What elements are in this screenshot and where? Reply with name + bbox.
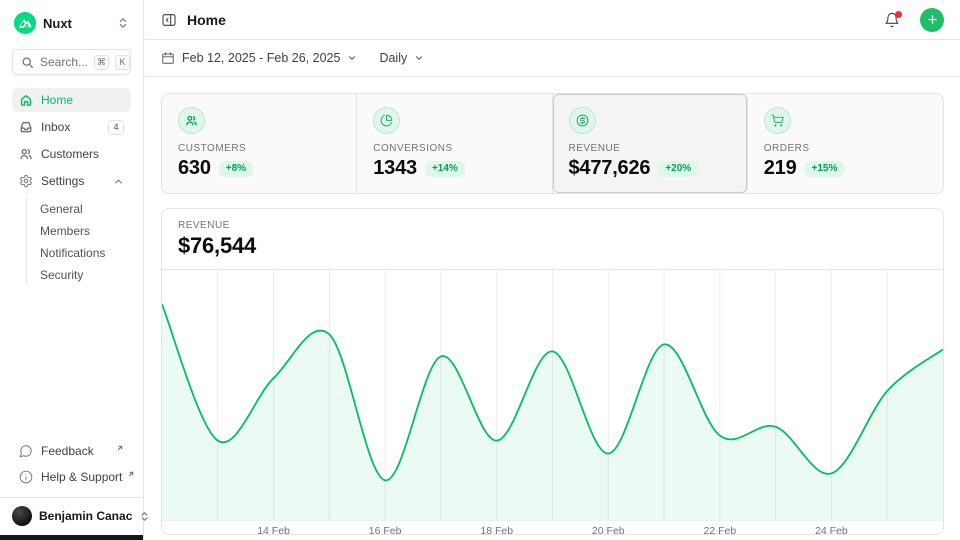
x-axis-label: 24 Feb	[815, 525, 848, 535]
stat-label: ORDERS	[764, 143, 927, 154]
chevron-down-icon	[347, 53, 357, 63]
sidebar-item-customers[interactable]: Customers	[12, 142, 131, 166]
main-area: Home Feb 12, 2025 - Feb 26, 2025 Daily	[145, 0, 960, 540]
x-axis: 14 Feb 16 Feb 18 Feb 20 Feb 22 Feb 24 Feb	[162, 521, 943, 534]
revenue-chart-card: REVENUE $76,544 14 Feb 16 Feb 18 Feb 20 Feb…	[161, 208, 944, 535]
x-axis-label: 20 Feb	[592, 525, 625, 535]
x-axis-label: 22 Feb	[703, 525, 736, 535]
add-button[interactable]	[920, 8, 944, 32]
dashboard-content: CUSTOMERS 630 +8% CONVERSIONS 1343 +14%	[145, 77, 960, 540]
stat-label: CUSTOMERS	[178, 143, 340, 154]
revenue-chart-svg	[162, 270, 943, 520]
delta-badge: +15%	[805, 161, 845, 177]
sidebar-item-home[interactable]: Home	[12, 88, 131, 112]
workspace-name: Nuxt	[43, 16, 110, 31]
notifications-button[interactable]	[884, 12, 900, 28]
period-select[interactable]: Daily	[379, 51, 424, 65]
stats-grid: CUSTOMERS 630 +8% CONVERSIONS 1343 +14%	[161, 93, 944, 194]
settings-sub-nav: General Members Notifications Security	[26, 198, 131, 286]
search-input[interactable]: Search... ⌘ K	[12, 49, 131, 75]
sidebar-item-notifications[interactable]: Notifications	[40, 242, 131, 264]
chevron-up-down-icon	[117, 17, 129, 29]
x-axis-label: 14 Feb	[257, 525, 290, 535]
info-circle-icon	[19, 470, 33, 484]
users-icon	[178, 107, 205, 134]
user-menu[interactable]: Benjamin Canac	[0, 497, 143, 532]
chevron-down-icon	[414, 53, 424, 63]
date-range-button[interactable]: Feb 12, 2025 - Feb 26, 2025	[161, 51, 357, 65]
feedback-link[interactable]: Feedback	[12, 439, 131, 463]
stat-value: 630	[178, 157, 211, 180]
stat-value: $477,626	[569, 157, 651, 180]
sidebar: Nuxt Search... ⌘ K Home Inbox 4	[0, 0, 144, 540]
chart-label: REVENUE	[178, 220, 927, 231]
page-title: Home	[187, 12, 874, 28]
stat-label: CONVERSIONS	[373, 143, 535, 154]
search-icon	[21, 56, 34, 69]
cart-icon	[764, 107, 791, 134]
collapse-sidebar-button[interactable]	[161, 12, 177, 28]
stat-card-conversions[interactable]: CONVERSIONS 1343 +14%	[357, 94, 552, 193]
sidebar-item-general[interactable]: General	[40, 198, 131, 220]
notification-dot	[895, 11, 902, 18]
kbd-cmd: ⌘	[94, 55, 109, 70]
message-circle-icon	[19, 444, 33, 458]
chart-header: REVENUE $76,544	[162, 209, 943, 270]
chart-plot-area[interactable]	[162, 270, 943, 521]
stat-card-customers[interactable]: CUSTOMERS 630 +8%	[162, 94, 357, 193]
date-range-label: Feb 12, 2025 - Feb 26, 2025	[182, 51, 340, 65]
x-axis-label: 18 Feb	[480, 525, 513, 535]
gear-icon	[19, 174, 33, 188]
circle-dollar-icon	[569, 107, 596, 134]
home-icon	[19, 93, 33, 107]
bottom-strip	[0, 535, 143, 540]
workspace-selector[interactable]: Nuxt	[12, 10, 131, 34]
stat-label: REVENUE	[569, 143, 731, 154]
page-header: Home	[145, 0, 960, 40]
sidebar-item-settings[interactable]: Settings	[12, 169, 131, 193]
external-link-icon	[127, 470, 135, 478]
user-name: Benjamin Canac	[39, 509, 132, 523]
sidebar-footer: Feedback Help & Support Benjamin Canac	[12, 439, 131, 532]
filters-toolbar: Feb 12, 2025 - Feb 26, 2025 Daily	[145, 40, 960, 77]
inbox-count-badge: 4	[108, 120, 124, 135]
chart-value: $76,544	[178, 233, 927, 259]
stat-value: 219	[764, 157, 797, 180]
kbd-k: K	[115, 55, 130, 70]
plus-icon	[926, 13, 939, 26]
delta-badge: +14%	[425, 161, 465, 177]
calendar-icon	[161, 51, 175, 65]
sidebar-nav: Home Inbox 4 Customers Settings Genera	[12, 88, 131, 286]
sidebar-item-members[interactable]: Members	[40, 220, 131, 242]
chart-pie-icon	[373, 107, 400, 134]
help-support-link[interactable]: Help & Support	[12, 465, 131, 489]
delta-badge: +20%	[658, 161, 698, 177]
sidebar-item-security[interactable]: Security	[40, 264, 131, 286]
x-axis-label: 16 Feb	[369, 525, 402, 535]
stat-card-orders[interactable]: ORDERS 219 +15%	[748, 94, 943, 193]
sidebar-item-inbox[interactable]: Inbox 4	[12, 115, 131, 139]
delta-badge: +8%	[219, 161, 253, 177]
search-placeholder: Search...	[40, 55, 88, 69]
avatar	[12, 506, 32, 526]
stat-value: 1343	[373, 157, 417, 180]
nuxt-logo-icon	[14, 12, 36, 34]
stat-card-revenue[interactable]: REVENUE $477,626 +20%	[553, 94, 748, 193]
inbox-icon	[19, 120, 33, 134]
chevron-up-icon	[113, 176, 124, 187]
external-link-icon	[116, 444, 124, 452]
period-label: Daily	[379, 51, 407, 65]
users-icon	[19, 147, 33, 161]
